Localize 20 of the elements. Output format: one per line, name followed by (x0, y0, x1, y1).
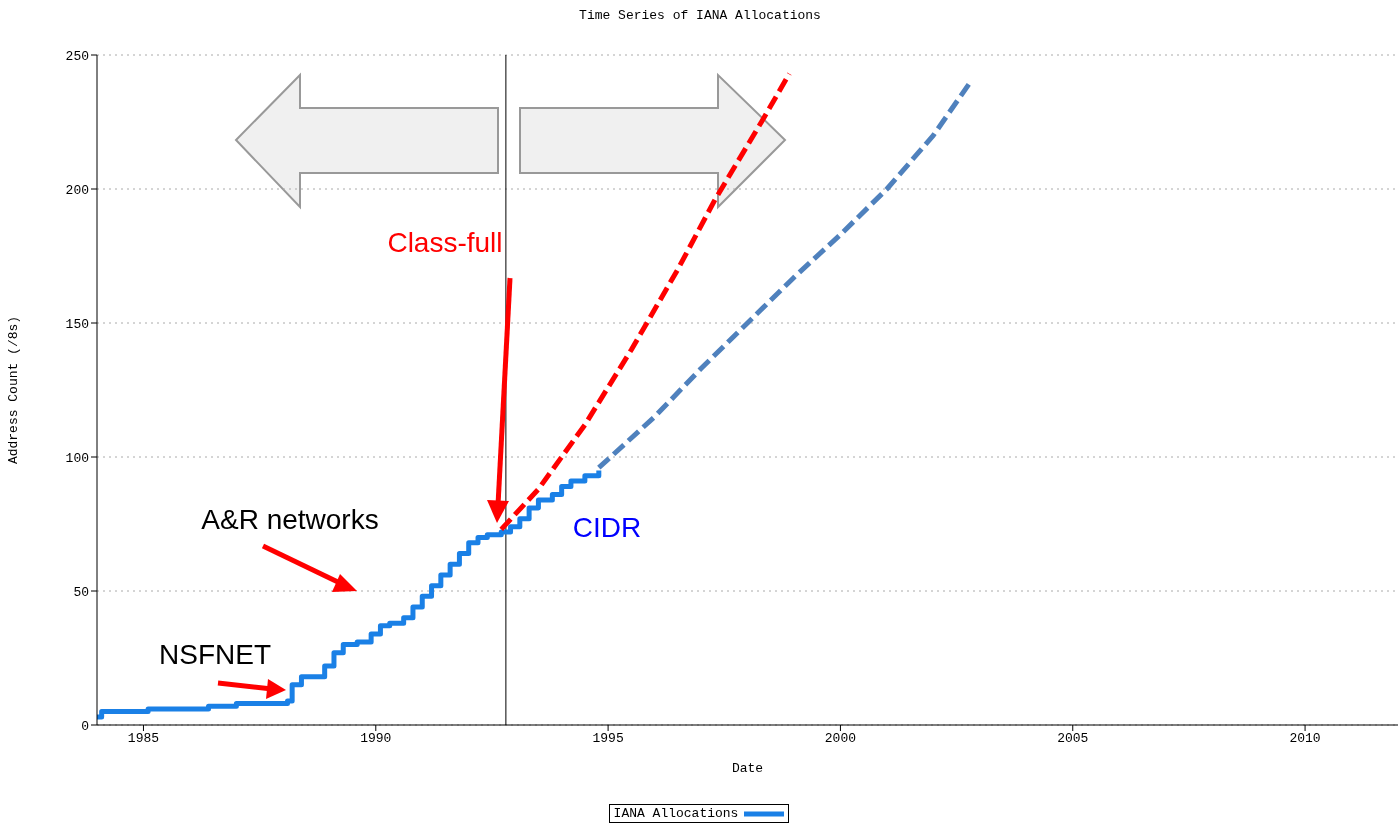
annotation: A&R networks (201, 504, 379, 536)
x-tick-label: 2010 (1289, 731, 1321, 747)
y-axis-title: Address Count (/8s) (5, 315, 21, 465)
legend-label: IANA Allocations (613, 806, 739, 821)
annotation: CIDR (572, 512, 642, 544)
x-tick-label: 2005 (1057, 731, 1089, 747)
x-tick-label: 1985 (127, 731, 160, 747)
y-tick-label: 250 (65, 48, 89, 64)
y-tick-label: 0 (81, 718, 89, 734)
y-tick-label: 200 (65, 182, 89, 198)
annotation: NSFNET (159, 639, 271, 671)
y-tick-label: 150 (65, 316, 89, 332)
chart-title: Time Series of IANA Allocations (578, 8, 822, 23)
y-tick-label: 100 (65, 450, 89, 466)
x-tick-label: 1990 (360, 731, 392, 747)
x-tick-label: 2000 (824, 731, 857, 747)
x-axis-title: Date (731, 761, 764, 776)
annotation: Class-full (387, 227, 503, 259)
y-tick-label: 50 (73, 584, 89, 600)
x-tick-label: 1995 (592, 731, 624, 747)
